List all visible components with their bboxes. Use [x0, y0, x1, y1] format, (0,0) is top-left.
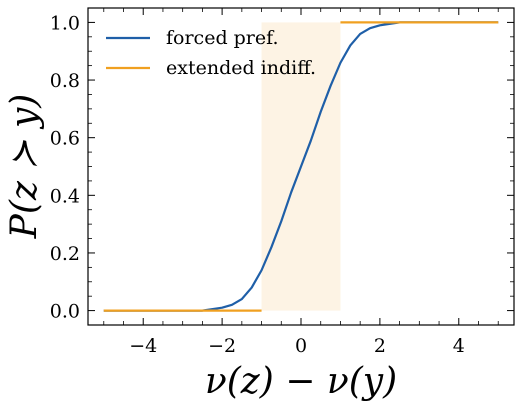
legend: forced pref. extended indiff.	[106, 27, 316, 79]
y-tick-label: 0.8	[50, 70, 80, 92]
y-axis-title: P(z ≻ y)	[4, 94, 45, 240]
y-tick-label: 0.0	[50, 301, 80, 323]
x-tick-label: 4	[453, 335, 465, 357]
y-tick-label: 0.4	[50, 185, 80, 207]
y-tick-label: 0.2	[50, 243, 80, 265]
x-tick-label: 2	[374, 335, 386, 357]
legend-label: forced pref.	[166, 27, 279, 49]
x-tick-label: −4	[129, 335, 157, 357]
x-axis-title: ν(z) − ν(y)	[205, 361, 397, 402]
legend-label: extended indiff.	[166, 57, 316, 79]
x-tick-label: −2	[208, 335, 236, 357]
x-tick-label: 0	[295, 335, 307, 357]
series-layer	[103, 21, 499, 312]
y-tick-label: 0.6	[50, 128, 80, 150]
y-tick-label: 1.0	[50, 12, 80, 34]
ticks-layer: −4 −2 0 2 4 0.0 0.2 0.4 0.6 0.8 1.0	[50, 8, 514, 357]
